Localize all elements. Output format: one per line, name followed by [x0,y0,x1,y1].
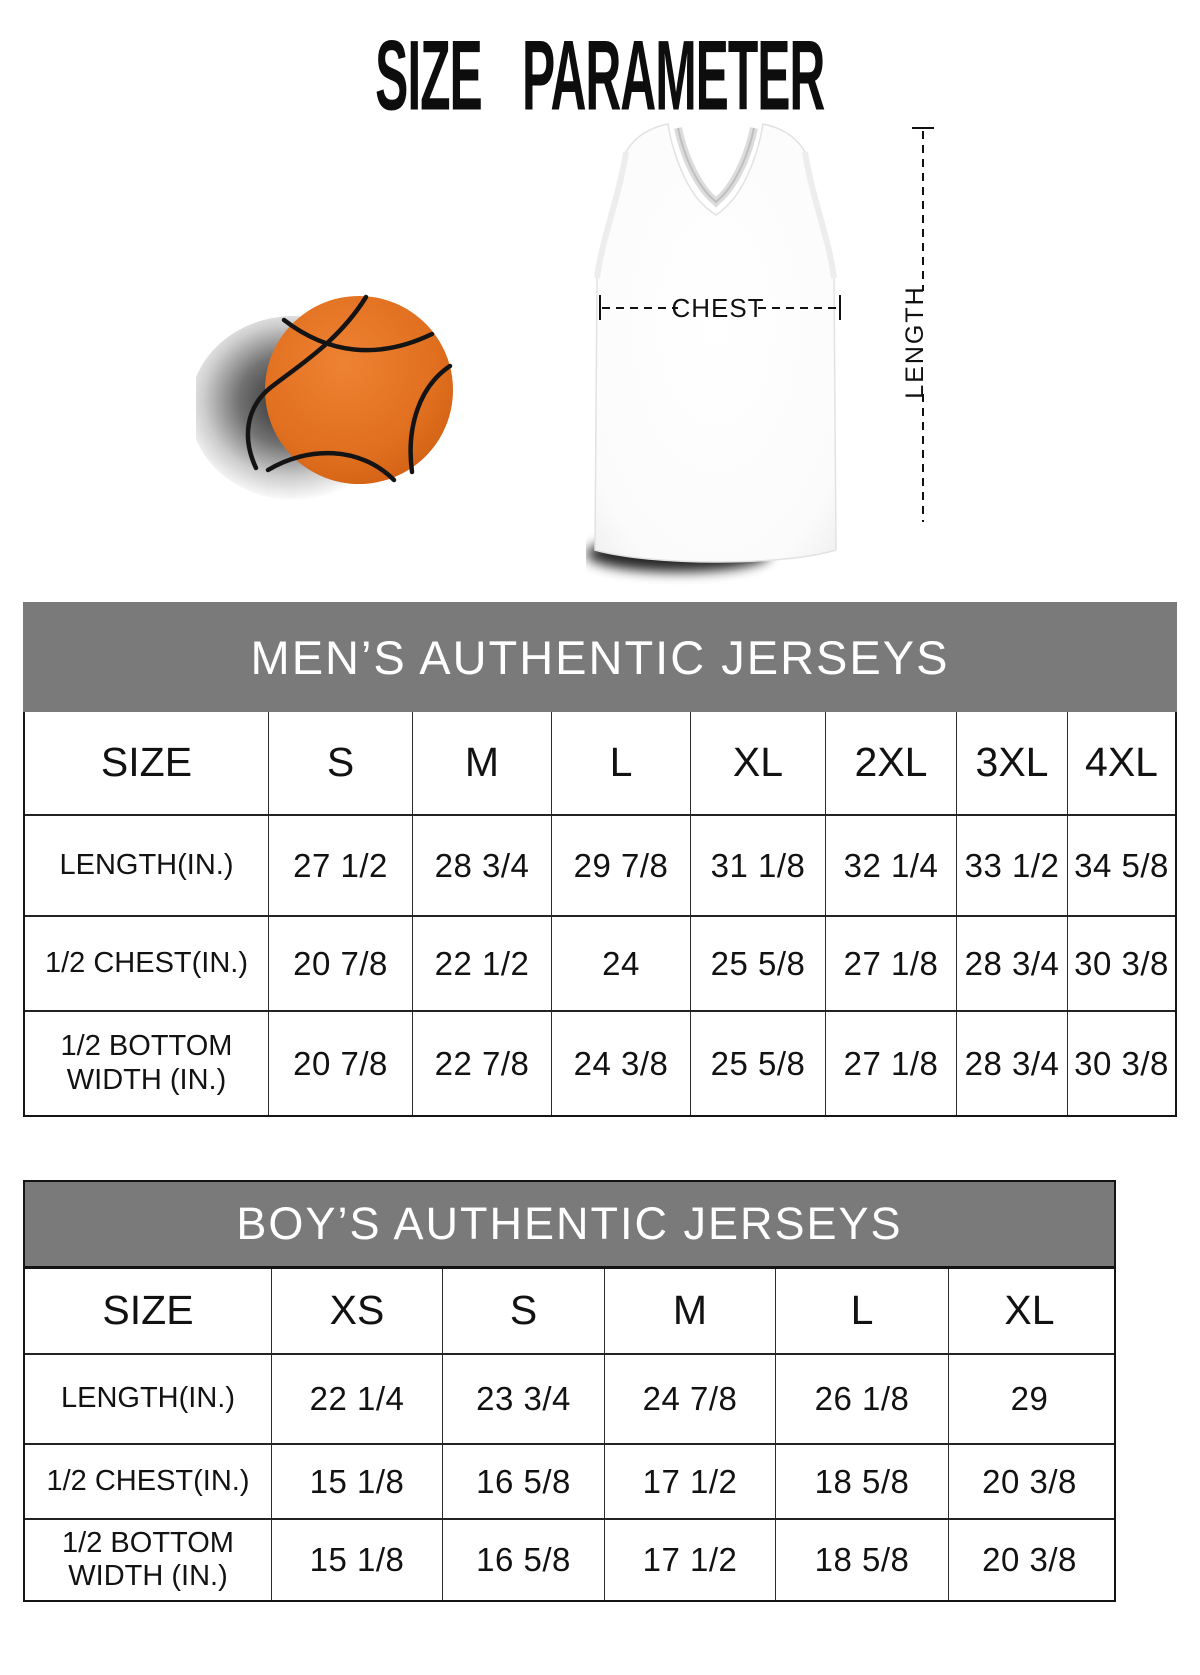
boys_table-header-row: SIZE XS S M L XL [25,1269,1114,1353]
boys_table-row-1-value-4: 20 3/8 [948,1445,1110,1518]
mens_table-row-1-value-0: 20 7/8 [268,917,412,1010]
jersey-armhole-shading [594,151,837,279]
boys_table-row-1-value-0: 15 1/8 [271,1445,442,1518]
mens_table-row-2-value-4: 27 1/8 [825,1012,956,1115]
boys_table-row-2-label: 1/2 BOTTOM WIDTH (IN.) [62,1526,234,1592]
mens_table-col-4xl: 4XL [1067,712,1175,814]
length-measure-annotation: LENGTH [904,127,934,522]
mens_table-row-0-value-0: 27 1/2 [268,816,412,915]
boys_table-row-1-value-3: 18 5/8 [775,1445,948,1518]
boys_table-row-0-value-3: 26 1/8 [775,1355,948,1443]
mens_table-row-1-value-3: 25 5/8 [690,917,825,1010]
boys_table-row-0-value-0: 22 1/4 [271,1355,442,1443]
boys_table-row-0-value-1: 23 3/4 [442,1355,604,1443]
boys_table-row-0: LENGTH(IN.) 22 1/4 23 3/4 24 7/8 26 1/8 29 [25,1353,1114,1443]
boys_table-row-2-value-4: 20 3/8 [948,1520,1110,1600]
boys_table-row-2-value-1: 16 5/8 [442,1520,604,1600]
mens_table-row-0: LENGTH(IN.) 27 1/2 28 3/4 29 7/8 31 1/8 32 1/… [25,814,1175,915]
boys_table-col-m: M [604,1269,775,1353]
mens_table-col-2xl: 2XL [825,712,956,814]
mens-table-body: SIZE S M L XL 2XL 3XL 4XL LENGTH(IN.) 27 1/2 28 3/… [23,712,1177,1117]
mens_table-row-0-label: LENGTH(IN.) [59,848,234,881]
mens_table-header-row: SIZE S M L XL 2XL 3XL 4XL [25,712,1175,814]
boys_table-col-s: S [442,1269,604,1353]
mens_table-row-1-value-5: 28 3/4 [956,917,1067,1010]
mens_table-row-2-value-6: 30 3/8 [1067,1012,1175,1115]
boys_table-row-1-value-1: 16 5/8 [442,1445,604,1518]
mens_table-row-2-label: 1/2 BOTTOM WIDTH (IN.) [60,1030,233,1096]
boys_table-row-2-value-0: 15 1/8 [271,1520,442,1600]
mens_table-row-2-value-3: 25 5/8 [690,1012,825,1115]
boys-table-title: BOY’S AUTHENTIC JERSEYS [25,1182,1114,1269]
mens_table-row-2-value-1: 22 7/8 [412,1012,551,1115]
mens_table-row-0-value-1: 28 3/4 [412,816,551,915]
mens_table-row-0-value-5: 33 1/2 [956,816,1067,915]
jersey-neck-trim [674,127,758,208]
boys_table-col-l: L [775,1269,948,1353]
mens_table-row-1-value-2: 24 [551,917,690,1010]
length-label: LENGTH [904,285,929,398]
mens_table-row-2-value-0: 20 7/8 [268,1012,412,1115]
boys_table-col-size: SIZE [102,1287,194,1334]
boys_table-row-2-value-2: 17 1/2 [604,1520,775,1600]
jersey-image [586,123,837,572]
boys_table-col-xs: XS [271,1269,442,1353]
mens_table-row-2-value-5: 28 3/4 [956,1012,1067,1115]
mens_table-col-3xl: 3XL [956,712,1067,814]
boys-table-body: SIZE XS S M L XL LENGTH(IN.) 22 1/4 23 3/4 24 7/8… [25,1269,1114,1600]
mens_table-row-1: 1/2 CHEST(IN.) 20 7/8 22 1/2 24 25 5/8 27 1/8… [25,915,1175,1010]
boys_table-row-2: 1/2 BOTTOM WIDTH (IN.) 15 1/8 16 5/8 17 1/2… [25,1518,1114,1600]
boys_table-row-0-value-2: 24 7/8 [604,1355,775,1443]
basketball-icon [196,294,453,500]
boys_table-row-0-label: LENGTH(IN.) [61,1382,235,1415]
mens_table-col-l: L [551,712,690,814]
boys_table-row-0-value-4: 29 [948,1355,1110,1443]
mens_table-row-1-label: 1/2 CHEST(IN.) [44,946,249,979]
boys_table-row-1: 1/2 CHEST(IN.) 15 1/8 16 5/8 17 1/2 18 5/8 20… [25,1443,1114,1518]
mens_table-row-2: 1/2 BOTTOM WIDTH (IN.) 20 7/8 22 7/8 24 3/8… [25,1010,1175,1115]
mens_table-row-0-value-6: 34 5/8 [1067,816,1175,915]
boys_table-col-xl: XL [948,1269,1110,1353]
mens_table-row-0-value-3: 31 1/8 [690,816,825,915]
mens_table-row-1-value-6: 30 3/8 [1067,917,1175,1010]
mens-table-title: MEN’S AUTHENTIC JERSEYS [23,602,1177,712]
mens_table-row-1-value-1: 22 1/2 [412,917,551,1010]
mens_table-row-0-value-2: 29 7/8 [551,816,690,915]
mens_table-col-xl: XL [690,712,825,814]
mens_table-col-size: SIZE [100,739,193,786]
boys_table-row-1-label: 1/2 CHEST(IN.) [46,1464,250,1497]
mens_table-col-s: S [268,712,412,814]
jersey-body [594,123,837,563]
mens_table-row-2-value-2: 24 3/8 [551,1012,690,1115]
mens-size-table: MEN’S AUTHENTIC JERSEYS SIZE S M L XL 2XL 3XL 4… [23,602,1177,1117]
chest-measure-annotation: CHEST [599,293,841,323]
chest-label: CHEST [671,293,764,323]
mens_table-col-m: M [412,712,551,814]
boys_table-row-2-value-3: 18 5/8 [775,1520,948,1600]
boys-size-table: BOY’S AUTHENTIC JERSEYS SIZE XS S M L XL LENGT… [23,1180,1116,1602]
mens_table-row-1-value-4: 27 1/8 [825,917,956,1010]
page-title-text: SIZE PARAMETER [375,19,825,131]
boys_table-row-1-value-2: 17 1/2 [604,1445,775,1518]
mens_table-row-0-value-4: 32 1/4 [825,816,956,915]
ball-seams [245,294,453,483]
page-title: SIZE PARAMETER [0,25,1200,125]
